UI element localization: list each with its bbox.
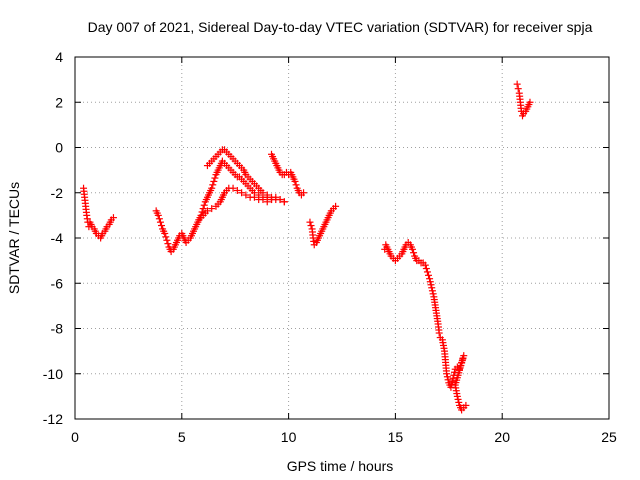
data-point — [210, 177, 218, 185]
x-axis-label: GPS time / hours — [287, 458, 394, 474]
y-tick-label: -4 — [51, 230, 64, 246]
data-point — [410, 249, 418, 257]
data-point — [426, 278, 434, 286]
y-tick-label: -2 — [51, 185, 64, 201]
data-point — [307, 222, 315, 230]
x-tick-label: 10 — [281, 429, 297, 445]
data-point — [276, 196, 284, 204]
data-point — [443, 373, 451, 381]
data-point — [448, 380, 456, 388]
chart-title: Day 007 of 2021, Sidereal Day-to-day VTE… — [88, 19, 593, 35]
data-point — [238, 189, 246, 197]
y-tick-label: -12 — [43, 411, 63, 427]
data-point — [199, 205, 207, 213]
y-tick-label: 2 — [55, 94, 63, 110]
y-tick-label: 4 — [55, 49, 63, 65]
data-point — [280, 198, 288, 206]
data-point — [229, 184, 237, 192]
plot-frame — [74, 56, 610, 420]
data-point — [162, 233, 170, 241]
data-point — [462, 401, 470, 409]
data-point — [109, 214, 117, 222]
data-point — [163, 236, 171, 244]
data-point — [427, 281, 435, 289]
data-point — [444, 376, 452, 384]
data-point — [158, 222, 166, 230]
data-point — [242, 191, 250, 199]
data-point — [259, 189, 267, 197]
data-point — [428, 287, 436, 295]
data-point — [422, 265, 430, 273]
data-point — [513, 80, 521, 88]
data-point — [208, 205, 216, 213]
data-point — [209, 181, 217, 189]
data-point — [263, 191, 271, 199]
x-tick-label: 5 — [178, 429, 186, 445]
data-point — [200, 201, 208, 209]
x-tick-label: 15 — [388, 429, 404, 445]
y-tick-label: 0 — [55, 140, 63, 156]
data-point — [208, 184, 216, 192]
data-point — [455, 398, 463, 406]
data-point — [203, 207, 211, 215]
data-point — [421, 261, 429, 269]
data-point — [155, 215, 163, 223]
data-point — [526, 98, 534, 106]
data-point — [211, 174, 219, 182]
data-point — [263, 198, 271, 206]
data-point — [448, 377, 456, 385]
data-point — [453, 392, 461, 400]
y-tick-label: -6 — [51, 275, 64, 291]
y-axis-label: SDTVAR / TECUs — [6, 182, 22, 294]
data-point — [426, 275, 434, 283]
data-point — [306, 218, 314, 226]
data-point — [408, 245, 416, 253]
data-point — [250, 193, 258, 201]
x-axis-ticks: 0 5 10 15 20 25 — [71, 57, 617, 445]
data-point — [429, 290, 437, 298]
data-points — [80, 80, 534, 414]
data-point — [156, 218, 164, 226]
y-tick-label: -8 — [51, 321, 64, 337]
data-point — [161, 229, 169, 237]
data-point — [425, 271, 433, 279]
y-axis-ticks: 4 2 0 -2 -4 -6 -8 -10 -12 — [43, 49, 609, 427]
data-point — [428, 284, 436, 292]
data-point — [291, 177, 299, 185]
x-tick-label: 0 — [71, 429, 79, 445]
data-point — [198, 208, 206, 216]
data-point — [443, 370, 451, 378]
x-tick-label: 25 — [601, 429, 617, 445]
data-point — [332, 202, 340, 210]
data-point — [292, 181, 300, 189]
data-point — [272, 193, 280, 201]
data-point — [164, 240, 172, 248]
data-point — [300, 189, 308, 197]
data-point — [259, 196, 267, 204]
data-point — [423, 268, 431, 276]
data-point — [454, 395, 462, 403]
data-point — [435, 329, 443, 337]
data-point — [514, 85, 522, 93]
data-point — [154, 211, 162, 219]
y-tick-label: -10 — [43, 366, 63, 382]
data-point — [233, 186, 241, 194]
x-tick-label: 20 — [494, 429, 510, 445]
